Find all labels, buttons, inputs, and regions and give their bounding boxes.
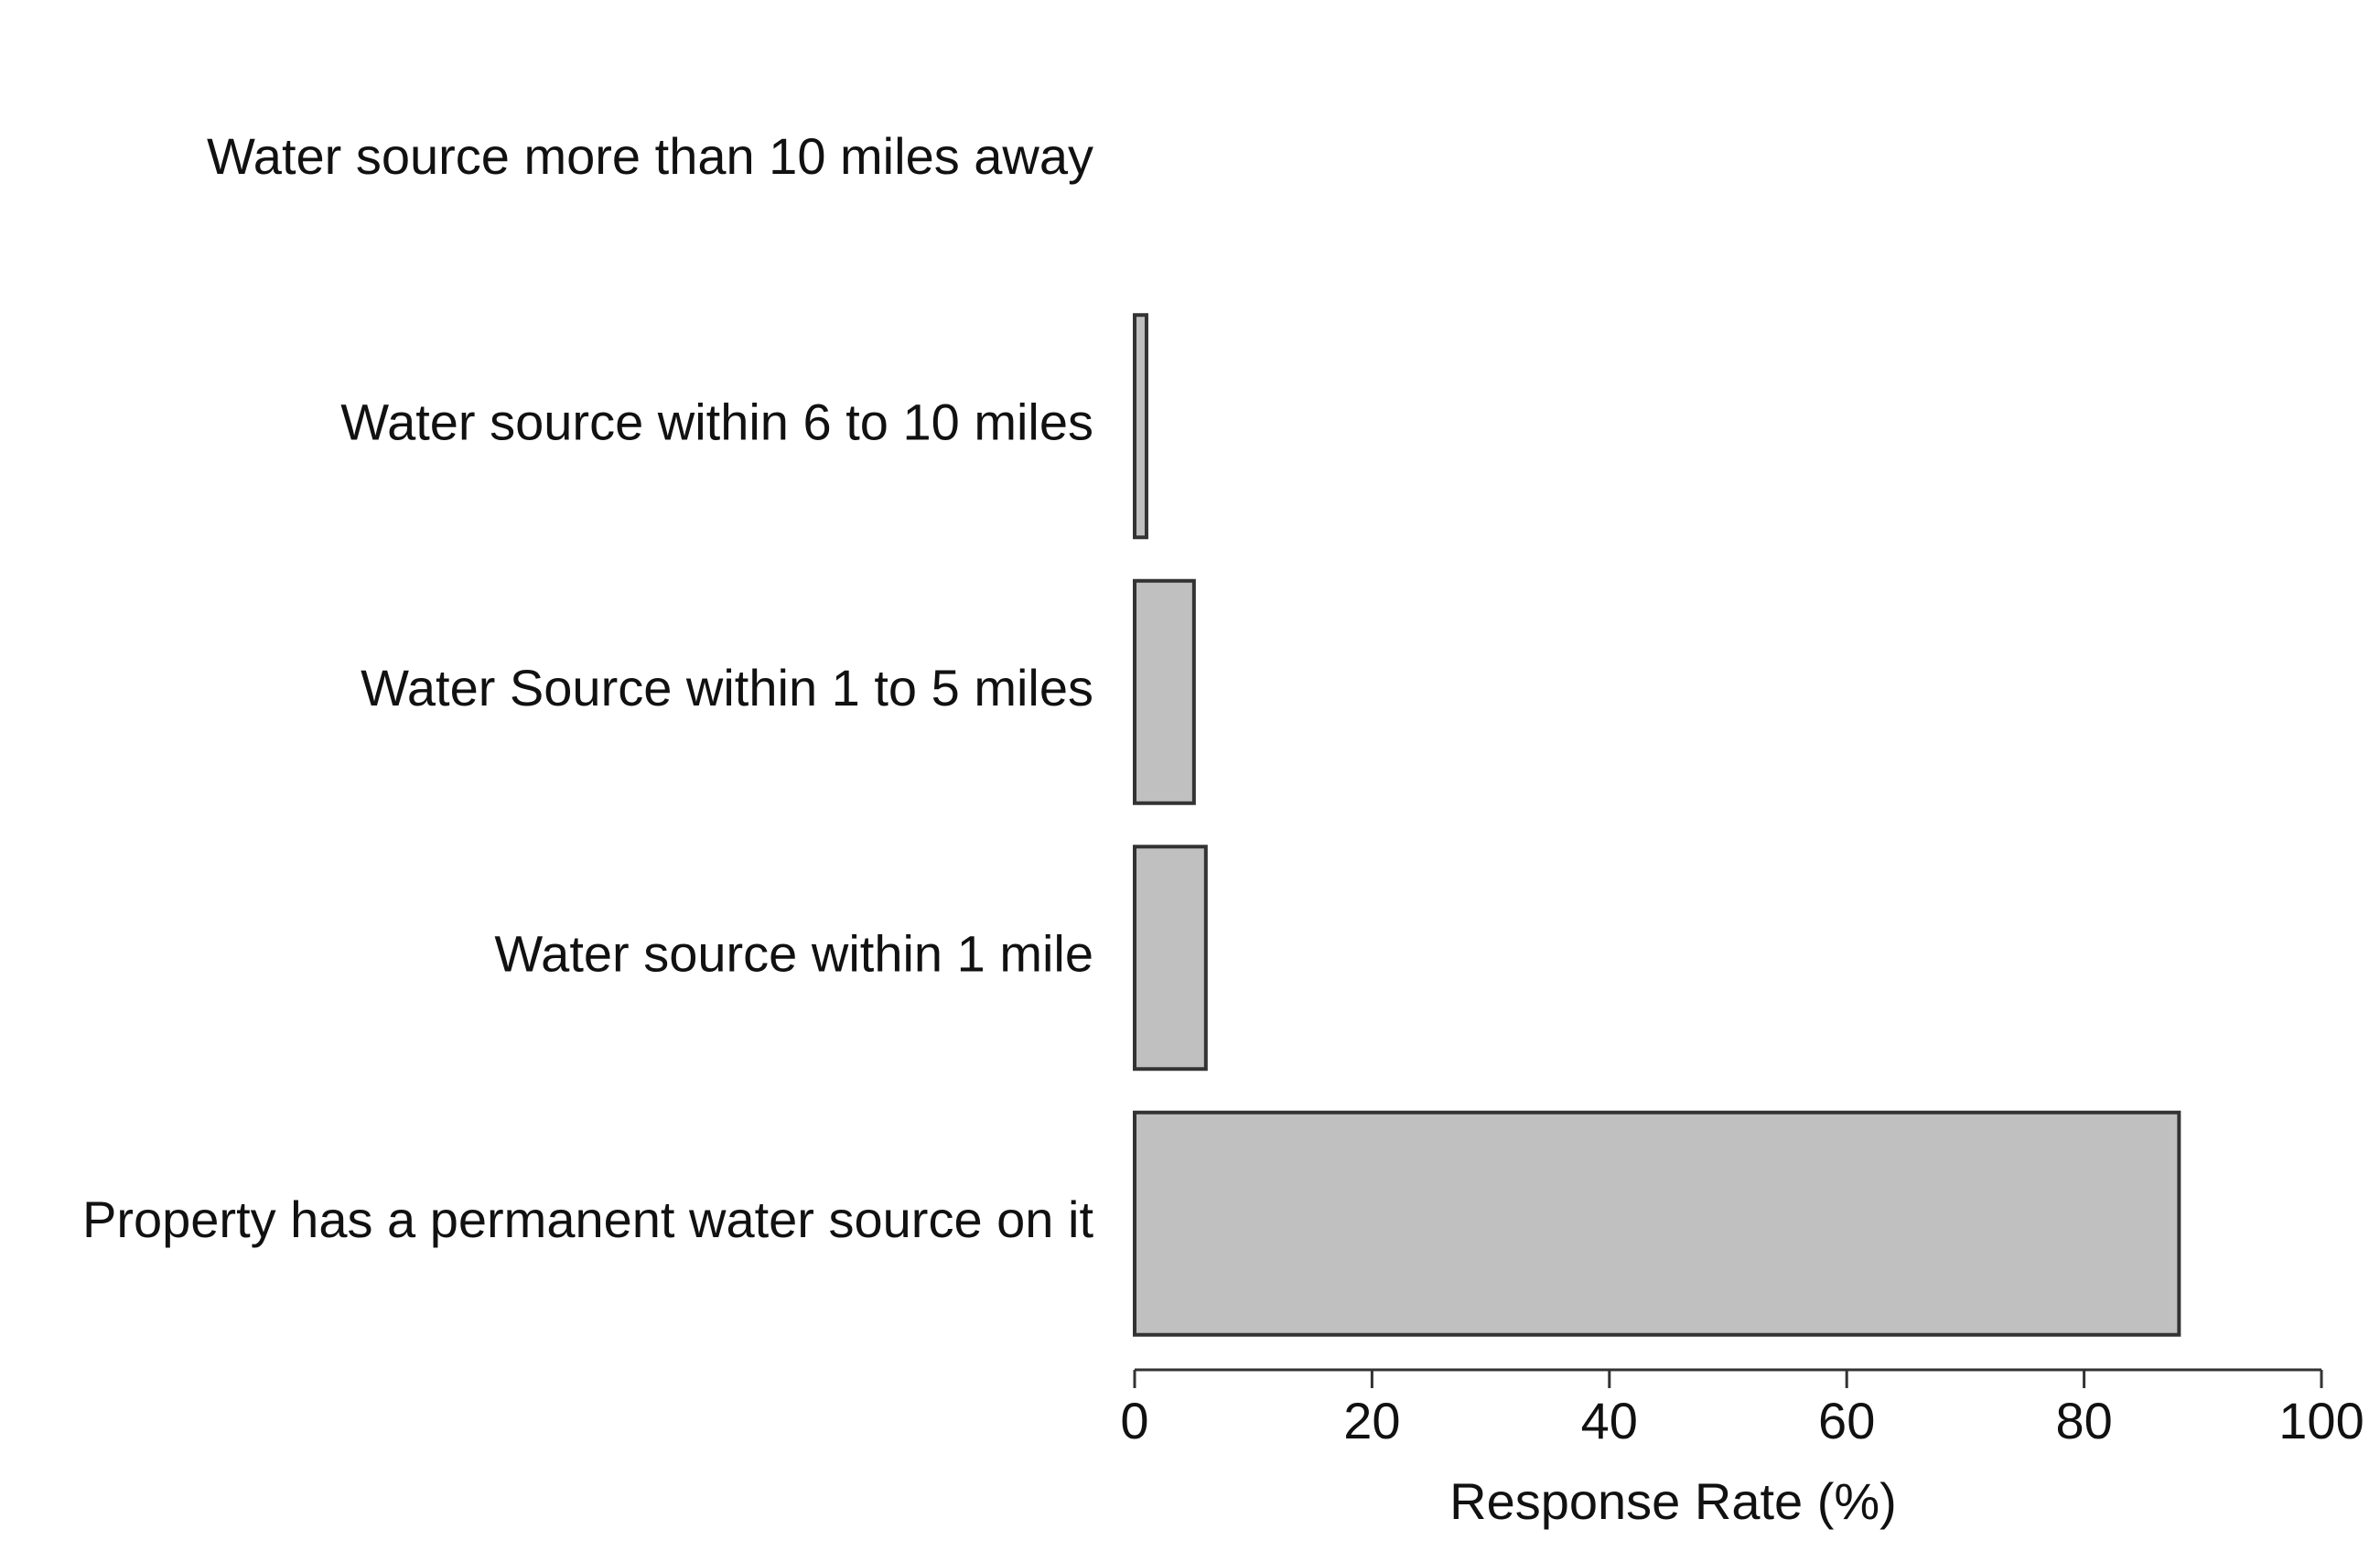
x-tick-label: 40 xyxy=(1581,1392,1638,1449)
category-labels: Water source more than 10 miles away Wate… xyxy=(82,127,1093,1248)
x-axis-title: Response Rate (%) xyxy=(1449,1472,1897,1530)
category-label: Water source within 1 mile xyxy=(494,925,1093,983)
bar xyxy=(1133,578,1196,805)
x-tick-label: 60 xyxy=(1818,1392,1875,1449)
x-tick-label: 100 xyxy=(2278,1392,2364,1449)
x-tick-label: 20 xyxy=(1343,1392,1400,1449)
bars-layer xyxy=(1133,313,2181,1337)
category-label: Water source more than 10 miles away xyxy=(207,127,1093,185)
category-label: Property has a permanent water source on… xyxy=(82,1190,1093,1248)
bar xyxy=(1133,845,1208,1072)
x-tick-label: 80 xyxy=(2055,1392,2112,1449)
x-axis: 0 20 40 60 80 100 Response Rate (%) xyxy=(1120,1368,2364,1530)
bar xyxy=(1133,313,1148,540)
category-label: Water Source within 1 to 5 miles xyxy=(361,659,1093,716)
x-axis-ticks: 0 20 40 60 80 100 xyxy=(1120,1370,2364,1449)
bar xyxy=(1133,1110,2181,1337)
x-tick-label: 0 xyxy=(1120,1392,1148,1449)
category-label: Water source within 6 to 10 miles xyxy=(340,393,1093,451)
